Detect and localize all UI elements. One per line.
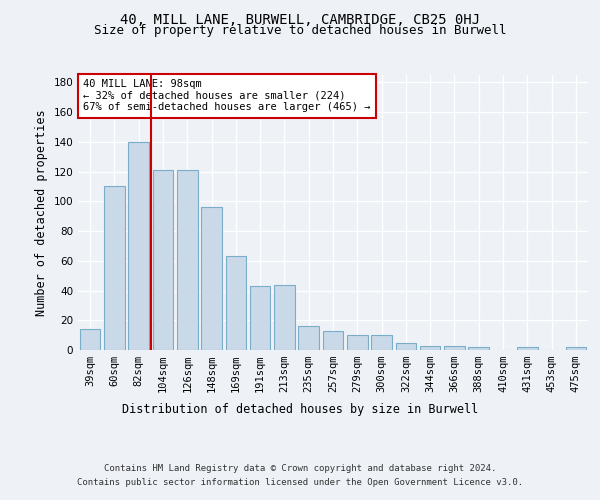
Bar (323, 330, 343, 350)
Bar (566, 347, 586, 350)
Bar (517, 347, 538, 350)
Bar (226, 256, 246, 350)
Bar (274, 284, 295, 350)
Text: 40, MILL LANE, BURWELL, CAMBRIDGE, CB25 0HJ: 40, MILL LANE, BURWELL, CAMBRIDGE, CB25 … (120, 12, 480, 26)
Text: Size of property relative to detached houses in Burwell: Size of property relative to detached ho… (94, 24, 506, 37)
Bar (347, 335, 368, 350)
Bar (395, 342, 416, 350)
Bar (420, 346, 440, 350)
Bar (152, 170, 173, 350)
Bar (250, 286, 271, 350)
Bar (298, 326, 319, 350)
Text: Distribution of detached houses by size in Burwell: Distribution of detached houses by size … (122, 402, 478, 415)
Bar (469, 347, 489, 350)
Bar (201, 208, 222, 350)
Bar (104, 186, 125, 350)
Bar (444, 346, 465, 350)
Text: Contains public sector information licensed under the Open Government Licence v3: Contains public sector information licen… (77, 478, 523, 487)
Bar (177, 170, 197, 350)
Bar (128, 142, 149, 350)
Text: 40 MILL LANE: 98sqm
← 32% of detached houses are smaller (224)
67% of semi-detac: 40 MILL LANE: 98sqm ← 32% of detached ho… (83, 79, 371, 112)
Y-axis label: Number of detached properties: Number of detached properties (35, 109, 48, 316)
Text: Contains HM Land Registry data © Crown copyright and database right 2024.: Contains HM Land Registry data © Crown c… (104, 464, 496, 473)
Bar (371, 335, 392, 350)
Bar (80, 329, 100, 350)
